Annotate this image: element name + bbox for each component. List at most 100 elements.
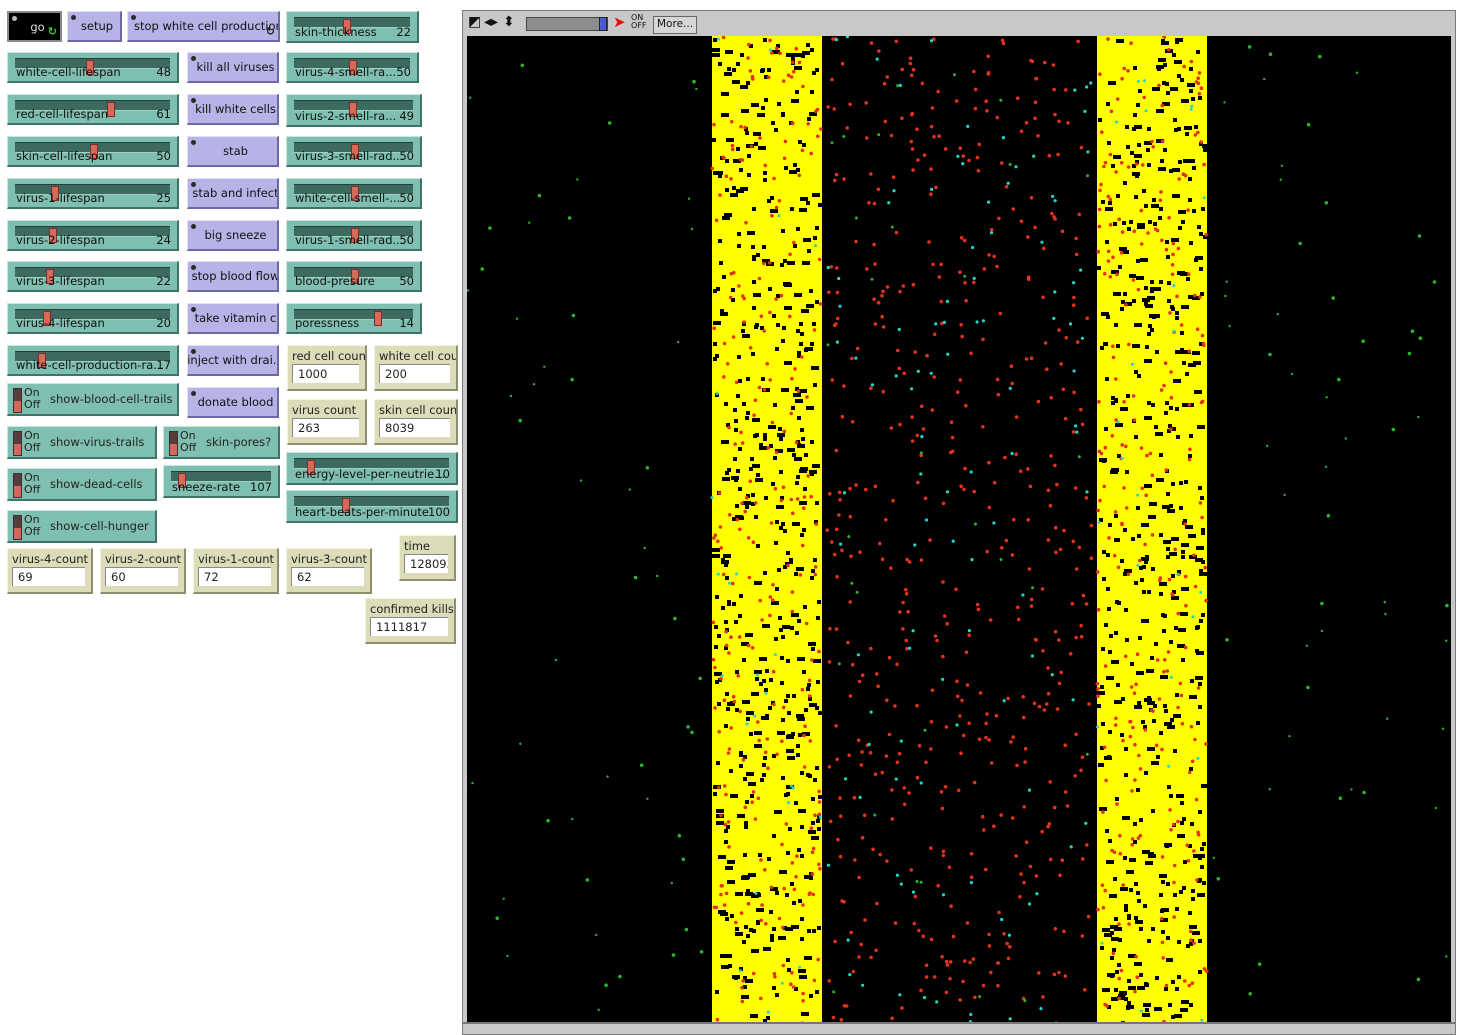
- skin-pores-switch[interactable]: On Off skin-pores?: [163, 426, 280, 459]
- slider-track[interactable]: [171, 471, 271, 488]
- slider-thumb[interactable]: [350, 228, 359, 243]
- slider-track[interactable]: [15, 58, 170, 75]
- slider-thumb[interactable]: [306, 460, 315, 475]
- big-sneeze-button[interactable]: big sneeze: [187, 220, 279, 251]
- slider-track[interactable]: [294, 309, 413, 326]
- slider-track[interactable]: [294, 267, 413, 284]
- red-cell-lifespan-slider[interactable]: red-cell-lifespan 61: [7, 94, 179, 125]
- switch-knob[interactable]: [169, 431, 178, 456]
- switch-knob[interactable]: [13, 431, 22, 456]
- play-arrow-icon[interactable]: ➤: [613, 13, 626, 31]
- virus-2-lifespan-slider[interactable]: virus-2-lifespan 24: [7, 220, 179, 251]
- virus-1-smell-slider[interactable]: virus-1-smell-rad... 50: [286, 220, 422, 251]
- switch-knob[interactable]: [13, 473, 22, 498]
- white-cell-lifespan-slider[interactable]: white-cell-lifespan 48: [7, 52, 179, 83]
- more-button[interactable]: More...: [653, 16, 698, 34]
- slider-thumb[interactable]: [49, 228, 58, 243]
- kill-white-cells-button[interactable]: kill white cells: [187, 94, 279, 125]
- view-updates-toggle[interactable]: ON OFF: [631, 14, 647, 30]
- white-cell-smell-slider[interactable]: white-cell-smell-... 50: [286, 178, 422, 209]
- setup-button[interactable]: setup: [67, 11, 122, 42]
- energy-level-slider[interactable]: energy-level-per-neutrie... 10: [286, 452, 458, 485]
- kill-all-viruses-button[interactable]: kill all viruses: [187, 52, 279, 83]
- white-cell: [690, 730, 694, 735]
- dead-skin-cell: [727, 860, 735, 864]
- white-cell: [1445, 639, 1448, 642]
- dead-skin-cell: [724, 620, 728, 624]
- slider-thumb[interactable]: [350, 186, 359, 201]
- stop-white-cell-production-button[interactable]: stop white cell production ↻: [127, 11, 280, 42]
- stab-button[interactable]: stab: [187, 136, 279, 167]
- horizontal-arrows-icon[interactable]: ◂▸: [484, 14, 499, 30]
- switch-knob[interactable]: [13, 388, 22, 413]
- slider-thumb[interactable]: [350, 144, 359, 159]
- slider-thumb[interactable]: [89, 144, 98, 159]
- virus-4-smell-slider[interactable]: virus-4-smell-ra... 50: [286, 52, 419, 83]
- white-cell-production-rate-slider[interactable]: white-cell-production-ra... 17: [7, 345, 179, 376]
- vertical-arrows-icon[interactable]: ⬍: [503, 14, 515, 30]
- skin-thickness-slider[interactable]: skin-thickness 22: [286, 11, 419, 43]
- speed-slider[interactable]: [526, 17, 608, 31]
- slider-thumb[interactable]: [349, 60, 357, 75]
- slider-track[interactable]: [294, 184, 413, 201]
- slider-thumb[interactable]: [38, 353, 47, 368]
- stop-blood-flow-button[interactable]: stop blood flow: [187, 261, 279, 292]
- slider-track[interactable]: [294, 58, 410, 75]
- virus-1-lifespan-slider[interactable]: virus-1-lifespan 25: [7, 178, 179, 209]
- take-vitamin-c-button[interactable]: take vitamin c: [187, 303, 279, 334]
- virus-2-smell-slider[interactable]: virus-2-smell-ra... 49: [286, 94, 422, 127]
- slider-track[interactable]: [15, 100, 170, 117]
- blood-presure-slider[interactable]: blood-presure 50: [286, 261, 422, 292]
- slider-thumb[interactable]: [350, 269, 359, 284]
- show-virus-trails-switch[interactable]: On Off show-virus-trails: [7, 426, 157, 459]
- slider-track[interactable]: [294, 100, 413, 117]
- red-cell: [722, 156, 726, 160]
- show-dead-cells-switch[interactable]: On Off show-dead-cells: [7, 468, 157, 501]
- slider-track[interactable]: [15, 184, 170, 201]
- view-bottom-bar: [463, 1022, 1455, 1034]
- heart-beats-per-minute-slider[interactable]: heart-beats-per-minute 100: [286, 490, 458, 523]
- red-cell: [1065, 804, 1070, 808]
- slider-track[interactable]: [294, 17, 410, 34]
- slider-thumb[interactable]: [106, 102, 115, 117]
- slider-thumb[interactable]: [178, 473, 186, 488]
- show-blood-cell-trails-switch[interactable]: On Off show-blood-cell-trails: [7, 383, 179, 416]
- skin-cell-lifespan-slider[interactable]: skin-cell-lifespan 50: [7, 136, 179, 167]
- show-cell-hunger-switch[interactable]: On Off show-cell-hunger: [7, 510, 157, 543]
- slider-thumb[interactable]: [342, 498, 351, 513]
- virus-4-lifespan-slider[interactable]: virus-4-lifespan 20: [7, 303, 179, 334]
- donate-blood-button[interactable]: donate blood: [187, 387, 279, 418]
- slider-track[interactable]: [15, 226, 170, 243]
- poressness-slider[interactable]: poressness 14: [286, 303, 422, 334]
- slider-thumb[interactable]: [86, 60, 95, 75]
- slider-thumb[interactable]: [349, 102, 358, 117]
- slider-thumb[interactable]: [46, 269, 55, 284]
- virus-3-smell-slider[interactable]: virus-3-smell-rad... 50: [286, 136, 422, 167]
- dead-skin-cell: [772, 986, 776, 990]
- resize-icon[interactable]: ◩: [468, 14, 482, 30]
- virus-3-lifespan-slider[interactable]: virus-3-lifespan 22: [7, 261, 179, 292]
- red-cell: [1074, 252, 1079, 257]
- slider-track[interactable]: [294, 142, 413, 159]
- dead-skin-cell: [758, 146, 766, 150]
- slider-thumb[interactable]: [50, 186, 59, 201]
- slider-track[interactable]: [294, 226, 413, 243]
- slider-track[interactable]: [15, 351, 170, 368]
- world-canvas[interactable]: [467, 36, 1451, 1034]
- slider-track[interactable]: [15, 309, 170, 326]
- red-cell: [898, 289, 902, 294]
- inject-with-drain-button[interactable]: inject with drai...: [187, 345, 279, 376]
- slider-track[interactable]: [294, 458, 449, 475]
- slider-thumb[interactable]: [374, 311, 383, 326]
- slider-track[interactable]: [15, 267, 170, 284]
- switch-knob[interactable]: [13, 515, 22, 540]
- red-cell: [806, 474, 810, 478]
- slider-track[interactable]: [15, 142, 170, 159]
- stab-and-infect-button[interactable]: stab and infect: [187, 178, 279, 209]
- slider-track[interactable]: [294, 496, 449, 513]
- slider-thumb[interactable]: [343, 19, 352, 34]
- slider-thumb[interactable]: [43, 311, 51, 326]
- sneeze-rate-slider[interactable]: sneeze-rate 107: [163, 465, 280, 498]
- speed-slider-thumb[interactable]: [599, 17, 607, 31]
- go-button[interactable]: go ↻: [7, 11, 62, 42]
